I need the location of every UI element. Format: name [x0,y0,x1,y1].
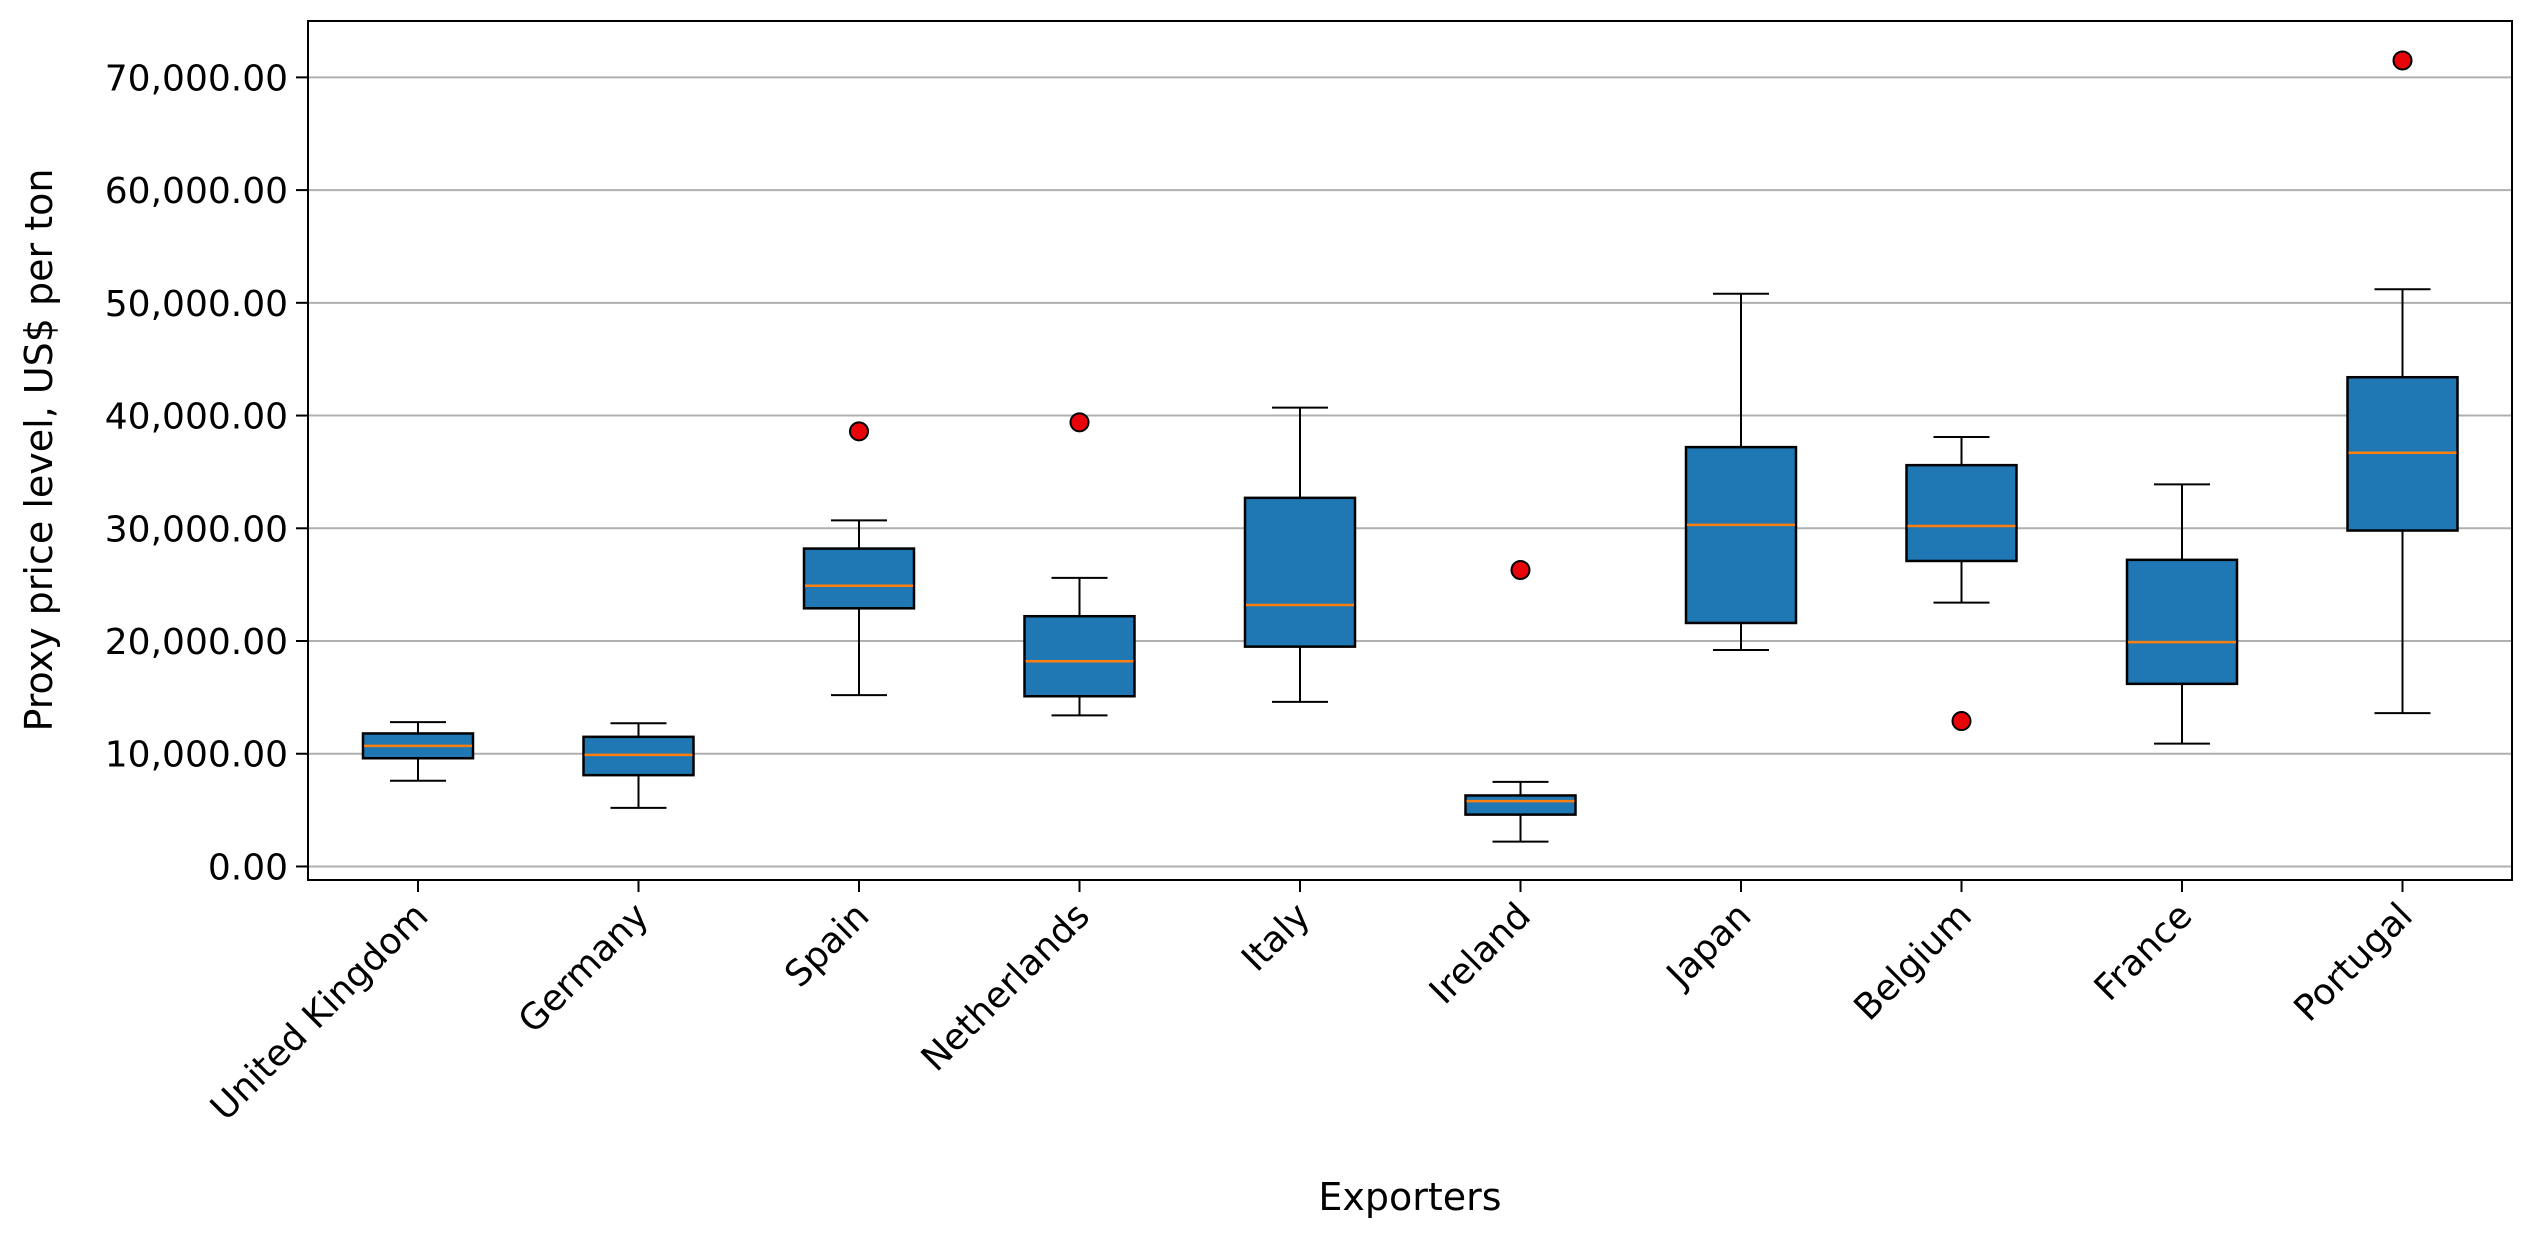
y-tick-label: 0.00 [208,847,288,888]
y-tick-label: 50,000.00 [105,284,288,325]
plot-area-frame [307,20,2513,881]
outlier-point [1510,559,1531,580]
box-netherlands [1023,412,1136,717]
x-tick-label: Italy [1234,895,1318,979]
x-tick-label: Belgium [1847,895,1980,1028]
x-axis-label: Exporters [1318,1175,1501,1219]
x-axis: United Kingdom Germany Spain Netherlands Ita… [203,880,2421,1129]
outlier-point [849,421,869,442]
y-tick-label: 70,000.00 [105,58,288,99]
iqr-box [2125,558,2239,686]
y-tick-label: 30,000.00 [105,509,288,550]
box-germany [582,722,695,809]
iqr-box [1905,463,2018,563]
outlier-point [1951,711,1972,732]
box-belgium [1905,435,2018,732]
box-portugal [2346,50,2459,715]
outlier-point [2392,50,2413,71]
box-japan [1684,292,1798,652]
iqr-box [1684,445,1798,625]
y-axis-label: Proxy price level, US$ per ton [17,169,61,732]
x-tick-label: Ireland [1422,895,1539,1012]
x-tick-label: France [2087,895,2201,1009]
x-tick-label: Japan [1658,895,1759,996]
x-tick-label: Germany [511,895,657,1041]
y-tick-label: 20,000.00 [105,622,288,663]
x-tick-label: Portugal [2286,895,2420,1029]
x-tick-label: Spain [777,895,877,995]
box-ireland [1464,559,1577,843]
outlier-point [1069,412,1090,433]
box-spain [802,421,916,697]
y-axis: 0.00 10,000.00 20,000.00 30,000.00 40,000.00… [105,58,308,888]
box-united-kingdom [361,721,475,782]
y-tick-label: 60,000.00 [105,171,288,212]
box-italy [1243,406,1357,703]
iqr-box [802,547,916,610]
iqr-box [1464,794,1577,816]
box-france [2125,483,2239,745]
y-tick-label: 10,000.00 [105,735,288,776]
box-series [361,50,2459,843]
iqr-box [1023,614,1136,698]
x-tick-label: United Kingdom [203,895,436,1128]
iqr-box [1243,496,1357,648]
x-tick-label: Netherlands [914,895,1098,1079]
y-tick-label: 40,000.00 [105,397,288,438]
